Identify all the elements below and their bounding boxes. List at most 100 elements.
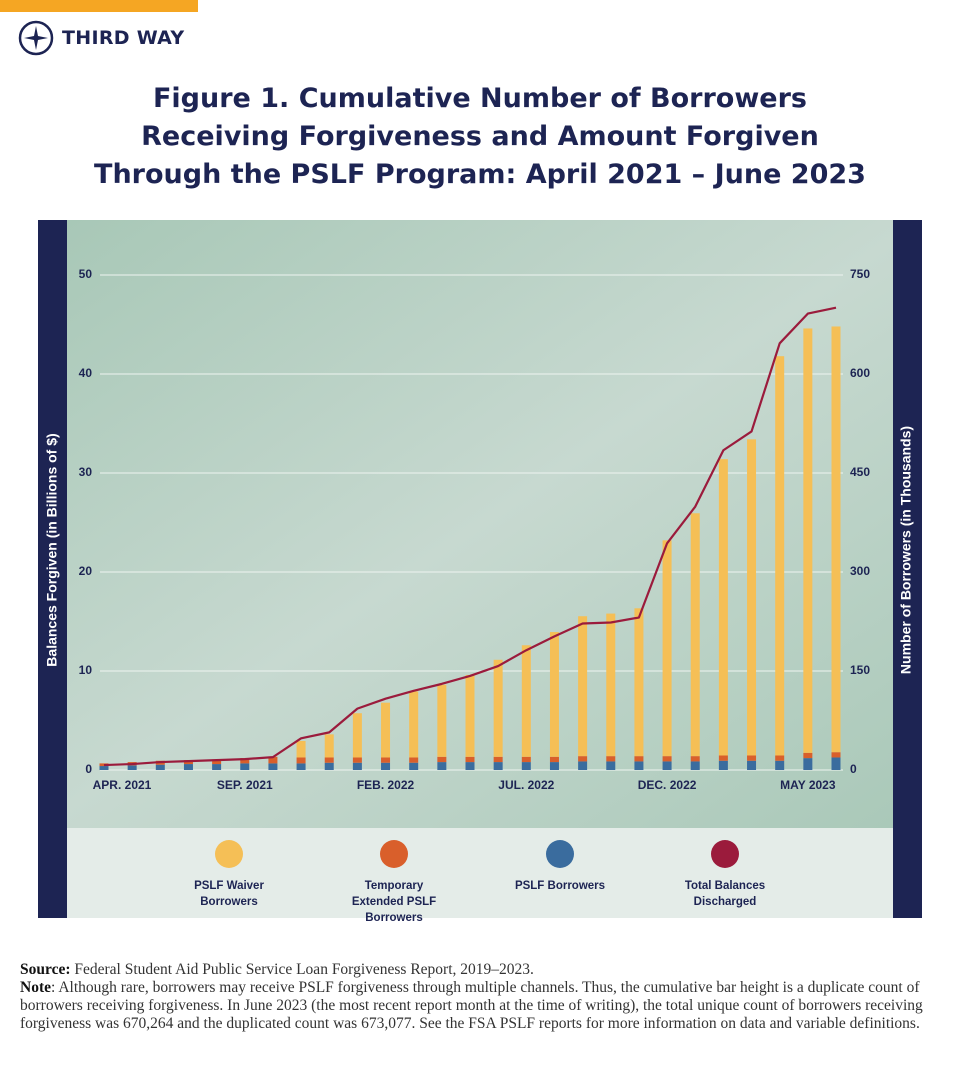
- bar-segment: [240, 758, 250, 764]
- y2-tick-label: 0: [850, 762, 857, 776]
- x-tick-label: SEP. 2021: [217, 778, 273, 792]
- legend-label: PSLF Borrowers: [514, 880, 606, 892]
- chart-title: Figure 1. Cumulative Number of Borrowers…: [94, 83, 866, 190]
- legend-label: PSLF Waiver Borrowers: [194, 880, 264, 908]
- bar-segment: [99, 766, 109, 770]
- legend-label: Temporary Extended PSLF Borrowers: [351, 880, 437, 924]
- bar-segment: [409, 691, 419, 758]
- bar-segment: [409, 757, 419, 763]
- y-axis-title: Balances Forgiven (in Billions of $): [44, 433, 60, 666]
- bar-segment: [352, 762, 362, 770]
- bar-segment: [465, 756, 475, 763]
- bar-segment: [240, 763, 250, 770]
- brand: THIRD WAY: [18, 20, 184, 56]
- bar-segment: [775, 755, 785, 761]
- bar-segment: [409, 762, 419, 770]
- y2-axis-title: Number of Borrowers (in Thousands): [898, 426, 914, 674]
- bar-segment: [465, 674, 475, 757]
- bar-segment: [578, 761, 588, 770]
- right-band: [893, 220, 922, 918]
- brand-name: THIRD WAY: [62, 27, 185, 49]
- bar-segment: [662, 540, 672, 757]
- note-label: Note: [20, 979, 51, 996]
- bar-segment: [465, 762, 475, 770]
- legend-item: PSLF Borrowers: [495, 840, 625, 894]
- y2-tick-label: 300: [850, 564, 870, 578]
- left-band: [38, 220, 67, 918]
- bar-segment: [578, 756, 588, 762]
- bar-segment: [831, 757, 841, 770]
- bar-segment: [493, 659, 503, 757]
- bar-segment: [493, 756, 503, 763]
- bar-segment: [437, 756, 447, 763]
- bar-segment: [549, 762, 559, 770]
- y-tick-label: 40: [79, 366, 93, 380]
- bar-segment: [549, 756, 559, 763]
- accent-bar: [0, 0, 198, 12]
- bar-segment: [747, 760, 757, 770]
- source: Source: Federal Student Aid Public Servi…: [20, 961, 935, 979]
- bar-segment: [493, 762, 503, 770]
- bar-segment: [437, 762, 447, 770]
- legend-swatch: [215, 840, 243, 868]
- bar-segment: [718, 755, 728, 761]
- y-tick-label: 0: [85, 762, 92, 776]
- bar-segment: [183, 764, 193, 770]
- bar-segment: [718, 459, 728, 756]
- bar-segment: [606, 761, 616, 770]
- legend-label: Total Balances Discharged: [684, 880, 766, 908]
- bar-segment: [155, 764, 165, 770]
- footer: Source: Federal Student Aid Public Servi…: [20, 961, 935, 1033]
- plot-background: [38, 220, 922, 828]
- legend-swatch: [380, 840, 408, 868]
- bar-segment: [606, 613, 616, 757]
- y-tick-label: 30: [79, 465, 93, 479]
- bar-segment: [606, 756, 616, 762]
- bar-segment: [212, 759, 222, 765]
- note: Note: Although rare, borrowers may recei…: [20, 979, 935, 1033]
- x-tick-label: JUL. 2022: [498, 778, 554, 792]
- bar-segment: [381, 757, 391, 763]
- bar-segment: [831, 326, 841, 753]
- bar-segment: [662, 761, 672, 770]
- bar-segment: [324, 762, 334, 770]
- bar-segment: [549, 632, 559, 757]
- y-tick-label: 20: [79, 564, 93, 578]
- bar-segment: [775, 760, 785, 770]
- y2-tick-label: 600: [850, 366, 870, 380]
- legend-item: Total Balances Discharged: [660, 840, 790, 910]
- x-tick-label: FEB. 2022: [357, 778, 415, 792]
- legend-swatch: [546, 840, 574, 868]
- x-tick-label: APR. 2021: [93, 778, 152, 792]
- legend-item: Temporary Extended PSLF Borrowers: [329, 840, 459, 926]
- y2-tick-label: 450: [850, 465, 870, 479]
- x-tick-label: MAY 2023: [780, 778, 836, 792]
- bar-segment: [381, 762, 391, 770]
- bar-segment: [690, 756, 700, 762]
- legend-background: [38, 828, 922, 918]
- legend-item: PSLF Waiver Borrowers: [164, 840, 294, 910]
- bar-segment: [747, 439, 757, 756]
- bar-segment: [437, 684, 447, 757]
- bar-segment: [521, 756, 531, 763]
- bar-segment: [521, 762, 531, 770]
- bar-segment: [634, 756, 644, 762]
- y2-tick-label: 150: [850, 663, 870, 677]
- brand-logo: [18, 20, 54, 56]
- line: [103, 306, 837, 767]
- source-text: Federal Student Aid Public Service Loan …: [74, 961, 534, 978]
- bar-segment: [634, 608, 644, 757]
- bar-segment: [718, 760, 728, 770]
- bar-segment: [634, 761, 644, 770]
- bar-segment: [803, 758, 813, 770]
- source-label: Source:: [20, 961, 71, 978]
- bar-segment: [662, 756, 672, 762]
- bar-segment: [690, 513, 700, 757]
- legend-swatch: [711, 840, 739, 868]
- bar-segment: [324, 757, 334, 763]
- bar-segment: [578, 616, 588, 757]
- y-tick-label: 50: [79, 267, 93, 281]
- bar-segment: [775, 356, 785, 756]
